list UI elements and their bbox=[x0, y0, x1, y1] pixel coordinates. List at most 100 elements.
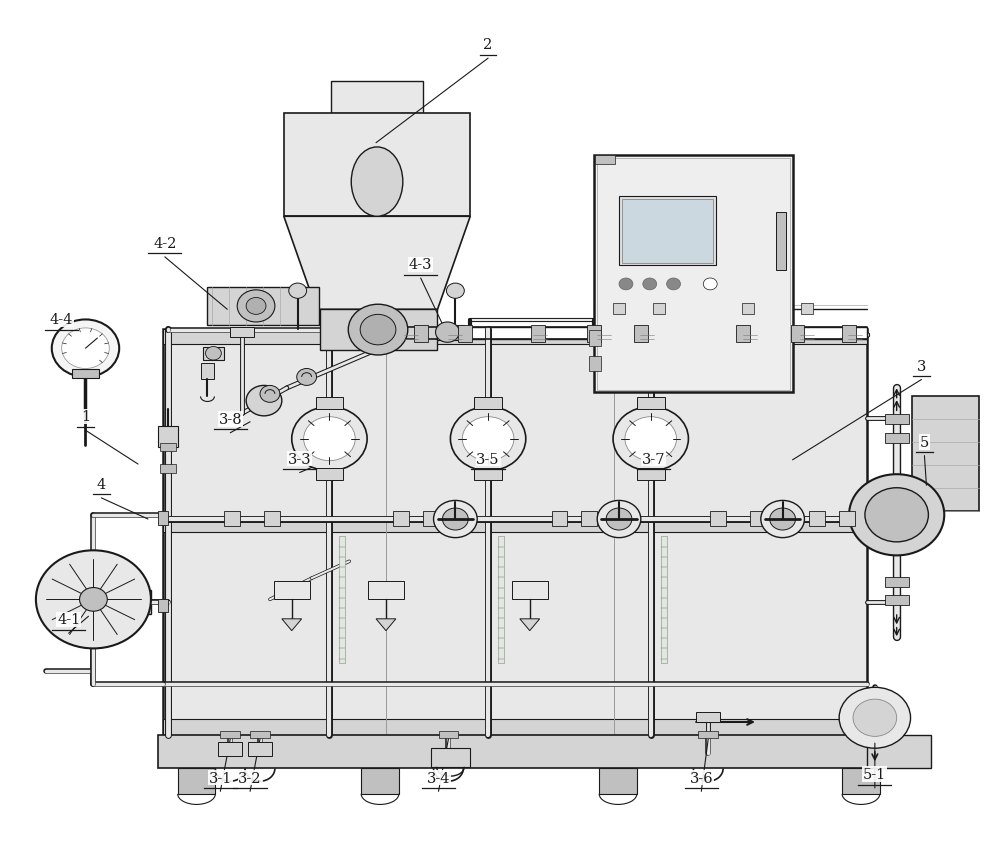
Circle shape bbox=[853, 699, 897, 736]
Bar bbox=[316, 397, 343, 409]
Text: 3-4: 3-4 bbox=[427, 770, 450, 785]
Bar bbox=[885, 433, 909, 444]
Text: 4: 4 bbox=[97, 478, 106, 491]
Bar bbox=[653, 304, 665, 314]
Circle shape bbox=[450, 407, 526, 471]
Bar bbox=[320, 310, 437, 351]
Circle shape bbox=[613, 407, 688, 471]
Bar bbox=[274, 581, 310, 600]
Circle shape bbox=[442, 508, 468, 531]
Bar bbox=[331, 82, 423, 114]
Circle shape bbox=[246, 298, 266, 315]
Circle shape bbox=[246, 386, 282, 416]
Circle shape bbox=[62, 328, 109, 369]
Circle shape bbox=[348, 305, 408, 356]
Circle shape bbox=[205, 347, 221, 361]
Bar bbox=[885, 595, 909, 606]
Bar bbox=[619, 197, 716, 266]
Circle shape bbox=[297, 369, 317, 386]
Bar bbox=[431, 748, 470, 767]
Bar bbox=[589, 331, 601, 346]
Bar bbox=[439, 731, 458, 738]
Ellipse shape bbox=[351, 148, 403, 217]
Bar bbox=[248, 742, 272, 756]
Text: 2: 2 bbox=[483, 38, 493, 52]
Text: 3-5: 3-5 bbox=[476, 452, 500, 467]
Polygon shape bbox=[520, 619, 540, 631]
Bar bbox=[801, 304, 813, 314]
Polygon shape bbox=[376, 619, 396, 631]
Bar bbox=[207, 288, 319, 325]
Bar bbox=[224, 512, 240, 526]
Bar bbox=[414, 326, 428, 343]
Circle shape bbox=[260, 386, 280, 403]
Bar bbox=[595, 156, 615, 165]
Bar bbox=[437, 325, 464, 340]
Bar bbox=[474, 469, 502, 480]
Circle shape bbox=[436, 322, 459, 343]
Bar bbox=[474, 397, 502, 409]
Bar bbox=[406, 328, 867, 339]
Circle shape bbox=[36, 551, 151, 648]
Bar bbox=[710, 512, 726, 526]
Circle shape bbox=[292, 407, 367, 471]
Circle shape bbox=[643, 279, 657, 291]
Bar bbox=[423, 512, 439, 526]
Circle shape bbox=[761, 501, 804, 538]
Circle shape bbox=[80, 588, 107, 612]
Text: 4-2: 4-2 bbox=[153, 237, 177, 251]
Circle shape bbox=[237, 291, 275, 322]
Bar bbox=[163, 329, 867, 345]
Bar bbox=[912, 397, 979, 511]
Polygon shape bbox=[284, 217, 470, 310]
Bar bbox=[587, 326, 601, 343]
Text: 3-8: 3-8 bbox=[218, 413, 242, 426]
Circle shape bbox=[597, 501, 641, 538]
Circle shape bbox=[619, 279, 633, 291]
Bar bbox=[158, 599, 168, 612]
Bar bbox=[93, 590, 151, 614]
Bar bbox=[809, 512, 825, 526]
Bar bbox=[163, 329, 867, 734]
Circle shape bbox=[625, 417, 677, 461]
Bar bbox=[736, 326, 750, 343]
Bar bbox=[622, 200, 713, 264]
Circle shape bbox=[606, 508, 632, 531]
Bar bbox=[661, 537, 667, 663]
Bar bbox=[230, 328, 254, 338]
Bar bbox=[867, 734, 931, 769]
Bar bbox=[512, 581, 548, 600]
Bar bbox=[698, 731, 718, 738]
Bar bbox=[163, 720, 867, 734]
Text: 3-3: 3-3 bbox=[288, 452, 311, 467]
Bar bbox=[163, 519, 867, 532]
Bar bbox=[264, 512, 280, 526]
Bar bbox=[842, 769, 880, 794]
Bar bbox=[791, 326, 804, 343]
Circle shape bbox=[360, 315, 396, 345]
Bar bbox=[203, 347, 224, 361]
Bar bbox=[160, 465, 176, 473]
Bar bbox=[634, 326, 648, 343]
Circle shape bbox=[849, 474, 944, 556]
Bar bbox=[158, 426, 178, 448]
Bar bbox=[284, 114, 470, 217]
Circle shape bbox=[770, 508, 796, 531]
Circle shape bbox=[289, 284, 307, 299]
Bar bbox=[597, 159, 790, 390]
Bar bbox=[72, 370, 99, 379]
Bar bbox=[458, 326, 472, 343]
Text: 4-1: 4-1 bbox=[57, 612, 80, 627]
Bar bbox=[839, 512, 855, 526]
Bar bbox=[613, 304, 625, 314]
Polygon shape bbox=[282, 619, 302, 631]
Bar bbox=[776, 212, 786, 270]
Text: 1: 1 bbox=[81, 410, 90, 424]
Circle shape bbox=[703, 279, 717, 291]
Bar bbox=[885, 577, 909, 587]
Circle shape bbox=[865, 488, 928, 543]
Circle shape bbox=[462, 417, 514, 461]
Circle shape bbox=[839, 688, 911, 748]
Text: 3-1: 3-1 bbox=[209, 770, 232, 785]
Bar bbox=[552, 512, 567, 526]
